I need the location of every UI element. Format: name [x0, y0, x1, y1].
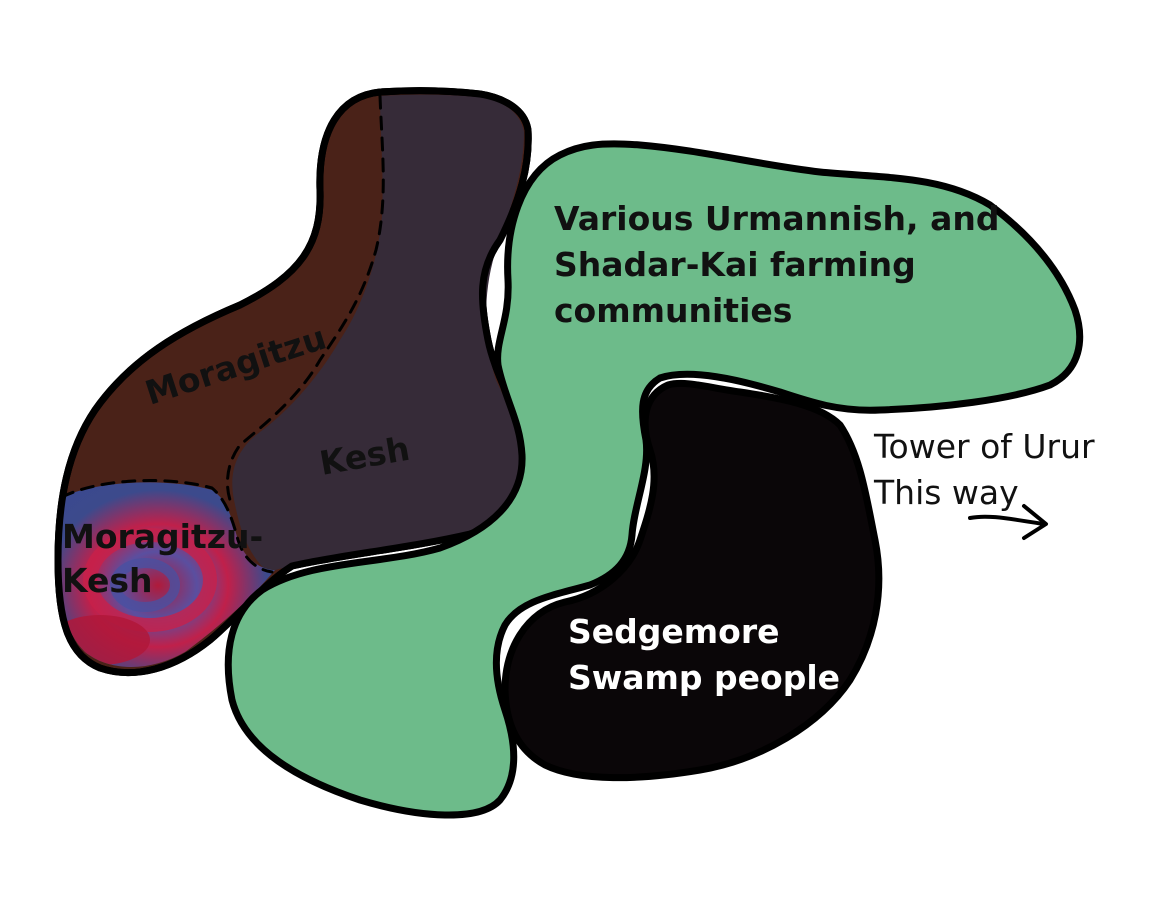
tower-direction-line1: Tower of Urur	[873, 427, 1095, 466]
farmland-label-line1: Various Urmannish, and	[554, 199, 999, 238]
swamp-region	[501, 379, 883, 782]
arrow-right-icon	[968, 504, 1048, 540]
farmland-label-line3: communities	[554, 291, 792, 330]
farmland-label-line2: Shadar-Kai farming	[554, 245, 916, 284]
swamp-label-line2: Swamp people	[568, 658, 840, 697]
tower-direction-line2: This way	[873, 473, 1019, 512]
moragitzu-kesh-south-border	[60, 479, 274, 574]
kesh-region	[232, 94, 524, 572]
moragitzu-kesh-label-line2: Kesh	[62, 561, 153, 600]
swamp-label-line1: Sedgemore	[568, 612, 780, 651]
moragitzu-kesh-border	[226, 94, 385, 507]
farmland-region	[224, 140, 1084, 819]
moragitzu-kesh-label-line1: Moragitzu-	[62, 517, 263, 556]
